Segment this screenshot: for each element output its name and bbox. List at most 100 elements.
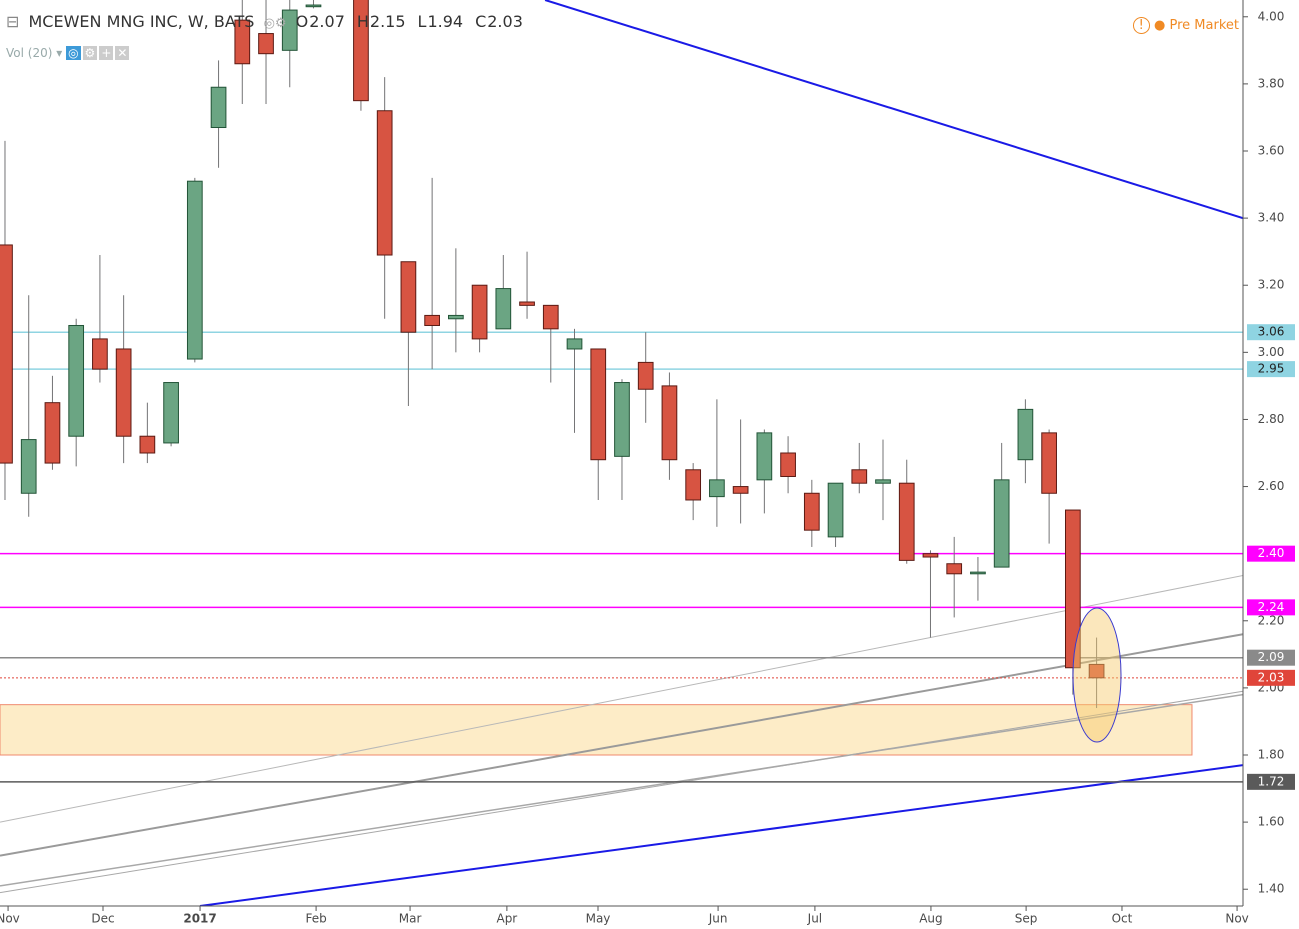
close-icon[interactable]: ✕ xyxy=(115,46,130,60)
price-level-tag xyxy=(1247,599,1295,616)
candle-body xyxy=(68,324,85,437)
ohlc-key: H xyxy=(356,12,369,31)
status-icon[interactable]: ! xyxy=(1132,17,1150,34)
gear-icon[interactable]: ⚙ xyxy=(82,46,98,60)
candle-body xyxy=(922,553,939,558)
trendline xyxy=(0,633,1243,857)
ohlc: O2.07 H2.15 L1.94 C2.03 xyxy=(296,12,535,31)
candle-body xyxy=(685,469,702,501)
candle-body xyxy=(803,492,820,531)
candle-body xyxy=(353,0,369,102)
candle-body xyxy=(115,348,132,437)
candle-body xyxy=(827,482,844,538)
y-tick-label: 1.60 xyxy=(1258,815,1285,829)
y-tick-label: 1.40 xyxy=(1258,882,1285,896)
trendline xyxy=(0,690,1243,894)
candle-body xyxy=(44,402,61,464)
candle-body xyxy=(780,452,796,477)
x-tick-label: Feb xyxy=(305,912,326,926)
candle-body xyxy=(851,469,868,484)
x-tick-label: Aug xyxy=(919,912,942,926)
y-tick-label: 3.80 xyxy=(1258,76,1285,90)
candle-body xyxy=(376,110,393,256)
indicator-name: Vol (20) xyxy=(6,46,53,60)
candle-body xyxy=(993,479,1010,568)
candle-body xyxy=(234,19,251,65)
x-tick-label: Jun xyxy=(708,912,728,926)
candle-body xyxy=(614,382,630,457)
trendline xyxy=(0,693,1243,887)
y-tick-label: 3.20 xyxy=(1258,278,1285,292)
candle-body xyxy=(1088,663,1105,679)
candle-body xyxy=(875,479,891,484)
x-tick-label: Nov xyxy=(0,912,20,926)
ohlc-key: C xyxy=(475,12,487,31)
highlight-ellipse xyxy=(1072,607,1122,743)
indicator: Vol (20) ▾ ◎ ⚙ + ✕ xyxy=(6,46,130,60)
candle-body xyxy=(756,432,773,481)
x-tick-label: Dec xyxy=(91,912,114,926)
eye-icon[interactable]: ◎ xyxy=(66,46,81,60)
plot-area xyxy=(0,0,1243,906)
price-level-label: 2.95 xyxy=(1258,362,1285,376)
candle-body xyxy=(471,284,488,340)
y-tick-label: 4.00 xyxy=(1258,9,1285,23)
price-level-label: 2.40 xyxy=(1258,546,1285,560)
y-tick-label: 3.60 xyxy=(1258,144,1285,158)
y-tick-label: 1.80 xyxy=(1258,748,1285,762)
candle-body xyxy=(590,348,607,461)
price-level-tag xyxy=(1247,361,1295,378)
candle-body xyxy=(424,314,440,326)
y-tick-label: 2.80 xyxy=(1258,412,1285,426)
ohlc-value: 2.03 xyxy=(487,12,523,31)
add-icon[interactable]: + xyxy=(99,46,114,60)
legend-header: ⊟ MCEWEN MNG INC, W, BATS ◎⚙ O2.07 H2.15 L… xyxy=(6,12,539,31)
trendline xyxy=(544,0,1243,220)
candle-body xyxy=(448,314,464,320)
candle-body xyxy=(542,304,559,330)
x-tick-label: Apr xyxy=(496,912,517,926)
candle-body xyxy=(495,288,512,330)
candle-body xyxy=(1041,432,1057,494)
x-tick-label: Oct xyxy=(1112,912,1133,926)
market-status: ! ● Pre Market xyxy=(1132,17,1240,34)
y-tick-label: 2.20 xyxy=(1258,613,1285,627)
candle-body xyxy=(946,563,963,575)
candle-body xyxy=(281,9,298,51)
x-tick-label: Sep xyxy=(1015,912,1038,926)
candle-body xyxy=(519,301,535,306)
price-level-label: 3.06 xyxy=(1258,325,1285,339)
candle-body xyxy=(163,382,179,444)
candle-body xyxy=(661,385,678,461)
ohlc-value: 2.15 xyxy=(369,12,406,31)
support-zone xyxy=(0,704,1193,756)
candle-body xyxy=(1017,408,1034,461)
candle-body xyxy=(566,338,583,350)
candle-body xyxy=(92,338,108,370)
settings-icons[interactable]: ◎⚙ xyxy=(263,16,287,31)
candle-body xyxy=(637,361,654,390)
price-level-label: 2.24 xyxy=(1258,600,1285,614)
price-level-tag xyxy=(1247,545,1295,562)
axes: 4.003.803.603.403.203.002.802.602.202.00… xyxy=(0,9,1295,926)
candle-body xyxy=(186,180,203,360)
ohlc-value: 1.94 xyxy=(427,12,464,31)
collapse-icon[interactable]: ⊟ xyxy=(6,12,20,31)
status-text: Pre Market xyxy=(1169,18,1240,33)
candle-body xyxy=(0,244,13,464)
candle-body xyxy=(258,33,274,55)
y-tick-label: 3.40 xyxy=(1258,211,1285,225)
x-tick-label: Jul xyxy=(807,912,822,926)
price-level-tag xyxy=(1247,773,1295,790)
price-level-label: 1.72 xyxy=(1258,774,1285,788)
price-level-tag xyxy=(1247,324,1295,341)
ohlc-key: L xyxy=(417,12,427,31)
candle-body xyxy=(970,571,986,575)
symbol: MCEWEN MNG INC, W, BATS xyxy=(28,12,255,31)
y-tick-label: 2.60 xyxy=(1258,479,1285,493)
price-level-label: 2.09 xyxy=(1258,650,1285,664)
x-tick-label: Nov xyxy=(1225,912,1248,926)
price-level-tag xyxy=(1247,649,1295,666)
